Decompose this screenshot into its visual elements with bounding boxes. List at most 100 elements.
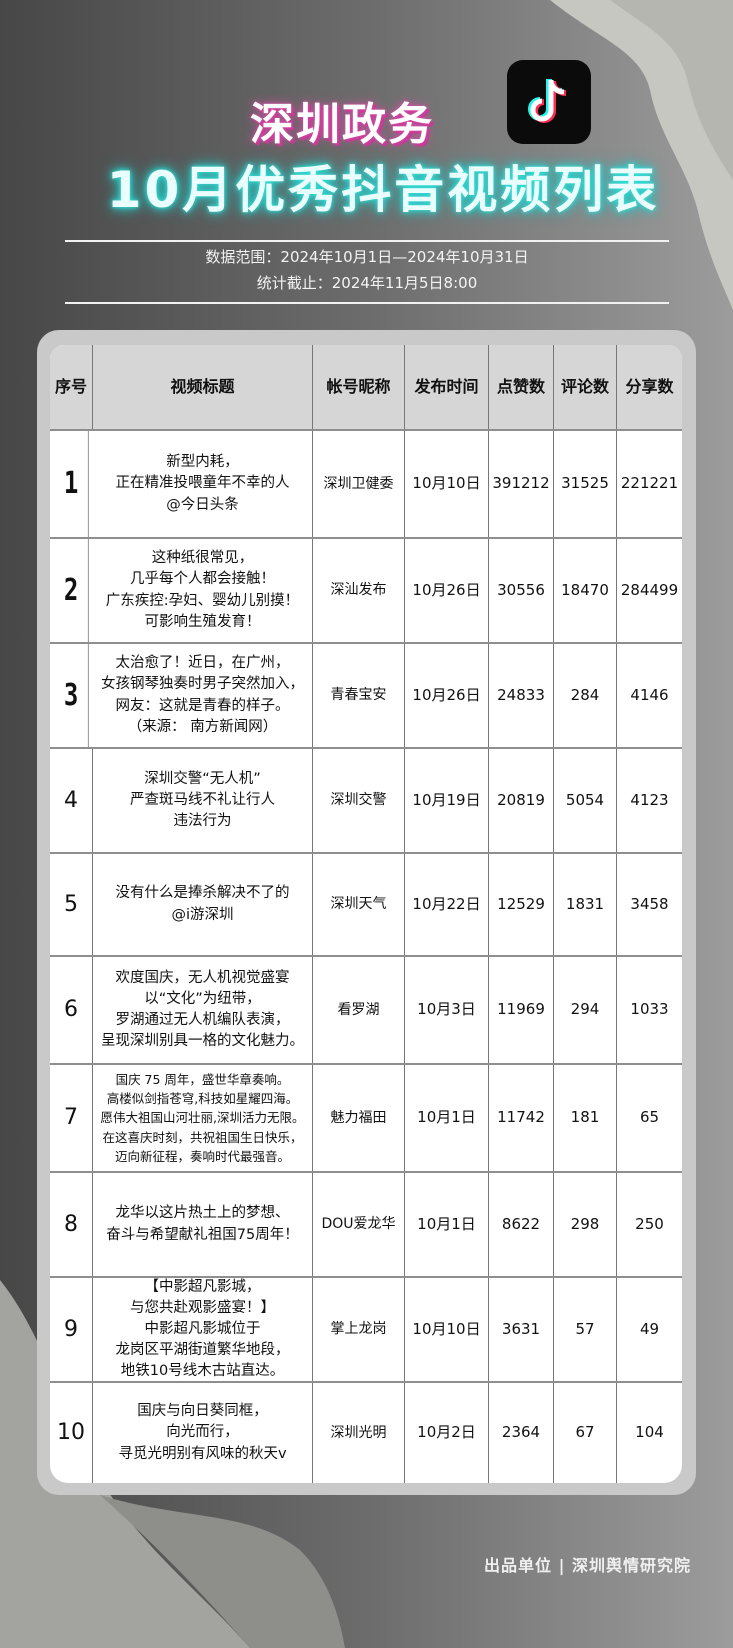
cell-shares: 4123 bbox=[630, 790, 669, 809]
col-header-shares: 分享数 bbox=[625, 377, 674, 397]
cell-rank: 9 bbox=[50, 1278, 93, 1381]
cell-account: 看罗湖 bbox=[313, 957, 405, 1063]
cell-title: 龙华以这片热土上的梦想、 奋斗与希望献礼祖国75周年！ bbox=[93, 1173, 313, 1276]
cell-title: 太治愈了！近日，在广州， 女孩钢琴独奏时男子突然加入， 网友：这就是青春的样子。… bbox=[93, 644, 313, 747]
cell-rank: 10 bbox=[50, 1383, 93, 1483]
cell-shares: 1033 bbox=[630, 1000, 669, 1019]
cell-comments: 284 bbox=[554, 644, 617, 747]
cell-rank: 8 bbox=[50, 1173, 93, 1276]
cell-shares: 250 bbox=[635, 1214, 664, 1233]
cell-date: 10月26日 bbox=[405, 539, 489, 642]
top-right-wave-shade bbox=[610, 0, 733, 180]
cell-account: 深圳天气 bbox=[313, 854, 405, 955]
cell-account: 掌上龙岗 bbox=[313, 1278, 405, 1381]
cell-shares: 4146 bbox=[630, 685, 669, 704]
cell-account: 魅力福田 bbox=[313, 1065, 405, 1171]
tiktok-icon bbox=[507, 60, 591, 144]
cell-account: 青春宝安 bbox=[313, 644, 405, 747]
cell-date: 10月19日 bbox=[405, 749, 489, 852]
cell-title: 新型内耗， 正在精准投喂童年不幸的人 @今日头条 bbox=[93, 431, 313, 537]
cell-likes: 30556 bbox=[489, 539, 554, 642]
cell-rank: 4 bbox=[50, 749, 93, 852]
cell-likes: 12529 bbox=[489, 854, 554, 955]
cell-account: 深圳光明 bbox=[313, 1383, 405, 1483]
col-header-account: 帐号昵称 bbox=[313, 345, 405, 429]
cell-shares: 49 bbox=[639, 1319, 660, 1338]
cell-rank: 6 bbox=[50, 957, 93, 1063]
cell-likes: 11742 bbox=[489, 1065, 554, 1171]
title-line2: 10月优秀抖音视频列表 bbox=[106, 161, 660, 219]
cell-date: 10月1日 bbox=[405, 1173, 489, 1276]
cell-shares: 104 bbox=[635, 1423, 664, 1442]
title-line1: 深圳政务 bbox=[250, 99, 434, 150]
table-row: 9 【中影超凡影城， 与您共赴观影盛宴！】 中影超凡影城位于 龙岗区平湖街道繁华地… bbox=[50, 1278, 682, 1383]
cutoff-text: 统计截止：2024年11月5日8:00 bbox=[256, 274, 478, 292]
cell-rank: 1 bbox=[54, 431, 89, 537]
table-row: 1 新型内耗， 正在精准投喂童年不幸的人 @今日头条 深圳卫健委 10月10日 3912… bbox=[50, 431, 682, 539]
cell-comments: 5054 bbox=[554, 749, 617, 852]
cell-comments: 298 bbox=[554, 1173, 617, 1276]
cell-account: 深圳卫健委 bbox=[313, 431, 405, 537]
cell-shares: 221221 bbox=[620, 474, 679, 493]
divider-bottom bbox=[65, 302, 669, 304]
cell-shares: 65 bbox=[639, 1108, 660, 1127]
cell-account: 深圳交警 bbox=[313, 749, 405, 852]
col-header-date: 发布时间 bbox=[405, 345, 489, 429]
cell-title: 国庆 75 周年，盛世华章奏响。 高楼似剑指苍穹,科技如星耀四海。 愿伟大祖国山… bbox=[93, 1065, 313, 1171]
cell-comments: 67 bbox=[554, 1383, 617, 1483]
cell-date: 10月2日 bbox=[405, 1383, 489, 1483]
cell-rank: 5 bbox=[50, 854, 93, 955]
cell-title: 深圳交警“无人机” 严查斑马线不礼让行人 违法行为 bbox=[93, 749, 313, 852]
bottom-left-wave-light bbox=[100, 1495, 345, 1648]
cell-comments: 294 bbox=[554, 957, 617, 1063]
data-range-text: 数据范围：2024年10月1日—2024年10月31日 bbox=[205, 248, 529, 266]
cell-title: 欢度国庆，无人机视觉盛宴 以“文化”为纽带， 罗湖通过无人机编队表演， 呈现深圳… bbox=[93, 957, 313, 1063]
cell-likes: 3631 bbox=[489, 1278, 554, 1381]
cell-title: 这种纸很常见， 几乎每个人都会接触！ 广东疾控:孕妇、婴幼儿别摸！ 可影响生殖发… bbox=[93, 539, 313, 642]
cell-likes: 2364 bbox=[489, 1383, 554, 1483]
cell-likes: 8622 bbox=[489, 1173, 554, 1276]
table-row: 5 没有什么是捧杀解决不了的 @i游深圳 深圳天气 10月22日 12529 1831 34… bbox=[50, 854, 682, 957]
col-header-comments: 评论数 bbox=[554, 345, 617, 429]
table-row: 10 国庆与向日葵同框， 向光而行， 寻觅光明别有风味的秋天v 深圳光明 10月2日 2… bbox=[50, 1383, 682, 1483]
cell-title: 国庆与向日葵同框， 向光而行， 寻觅光明别有风味的秋天v bbox=[93, 1383, 313, 1483]
cell-rank: 7 bbox=[50, 1065, 93, 1171]
table-header-row: 序号 视频标题 帐号昵称 发布时间 点赞数 评论数 分享数 bbox=[50, 345, 682, 431]
cell-shares: 3458 bbox=[630, 894, 669, 913]
footer-credit: 出品单位 | 深圳舆情研究院 bbox=[484, 1556, 691, 1575]
col-header-likes: 点赞数 bbox=[489, 345, 554, 429]
cell-date: 10月26日 bbox=[405, 644, 489, 747]
cell-title: 【中影超凡影城， 与您共赴观影盛宴！】 中影超凡影城位于 龙岗区平湖街道繁华地段… bbox=[93, 1278, 313, 1381]
table-row: 7 国庆 75 周年，盛世华章奏响。 高楼似剑指苍穹,科技如星耀四海。 愿伟大祖国… bbox=[50, 1065, 682, 1173]
cell-title: 没有什么是捧杀解决不了的 @i游深圳 bbox=[93, 854, 313, 955]
cell-date: 10月22日 bbox=[405, 854, 489, 955]
table-row: 2 这种纸很常见， 几乎每个人都会接触！ 广东疾控:孕妇、婴幼儿别摸！ 可影响生殖… bbox=[50, 539, 682, 644]
cell-account: 深汕发布 bbox=[313, 539, 405, 642]
cell-likes: 391212 bbox=[489, 431, 554, 537]
cell-comments: 31525 bbox=[554, 431, 617, 537]
table-row: 3 太治愈了！近日，在广州， 女孩钢琴独奏时男子突然加入， 网友：这就是青春的样子… bbox=[50, 644, 682, 749]
cell-rank: 2 bbox=[54, 539, 89, 642]
cell-comments: 181 bbox=[554, 1065, 617, 1171]
col-header-rank: 序号 bbox=[50, 345, 93, 429]
cell-rank: 3 bbox=[54, 644, 89, 747]
cell-comments: 18470 bbox=[554, 539, 617, 642]
divider-top bbox=[65, 240, 669, 242]
table-row: 8 龙华以这片热土上的梦想、 奋斗与希望献礼祖国75周年！ DOU爱龙华 10月1日 8… bbox=[50, 1173, 682, 1278]
bottom-left-wave bbox=[0, 1280, 250, 1648]
table-row: 4 深圳交警“无人机” 严查斑马线不礼让行人 违法行为 深圳交警 10月19日 2081… bbox=[50, 749, 682, 854]
table-row: 6 欢度国庆，无人机视觉盛宴 以“文化”为纽带， 罗湖通过无人机编队表演， 呈现深… bbox=[50, 957, 682, 1065]
cell-date: 10月10日 bbox=[405, 431, 489, 537]
cell-comments: 1831 bbox=[554, 854, 617, 955]
col-header-title: 视频标题 bbox=[93, 345, 313, 429]
cell-date: 10月1日 bbox=[405, 1065, 489, 1171]
cell-comments: 57 bbox=[554, 1278, 617, 1381]
cell-likes: 24833 bbox=[489, 644, 554, 747]
cell-account: DOU爱龙华 bbox=[313, 1173, 405, 1276]
cell-shares: 284499 bbox=[620, 580, 679, 599]
cell-date: 10月10日 bbox=[405, 1278, 489, 1381]
cell-date: 10月3日 bbox=[405, 957, 489, 1063]
video-table: 序号 视频标题 帐号昵称 发布时间 点赞数 评论数 分享数 1 新型内耗， 正在精… bbox=[50, 345, 682, 1483]
cell-likes: 20819 bbox=[489, 749, 554, 852]
